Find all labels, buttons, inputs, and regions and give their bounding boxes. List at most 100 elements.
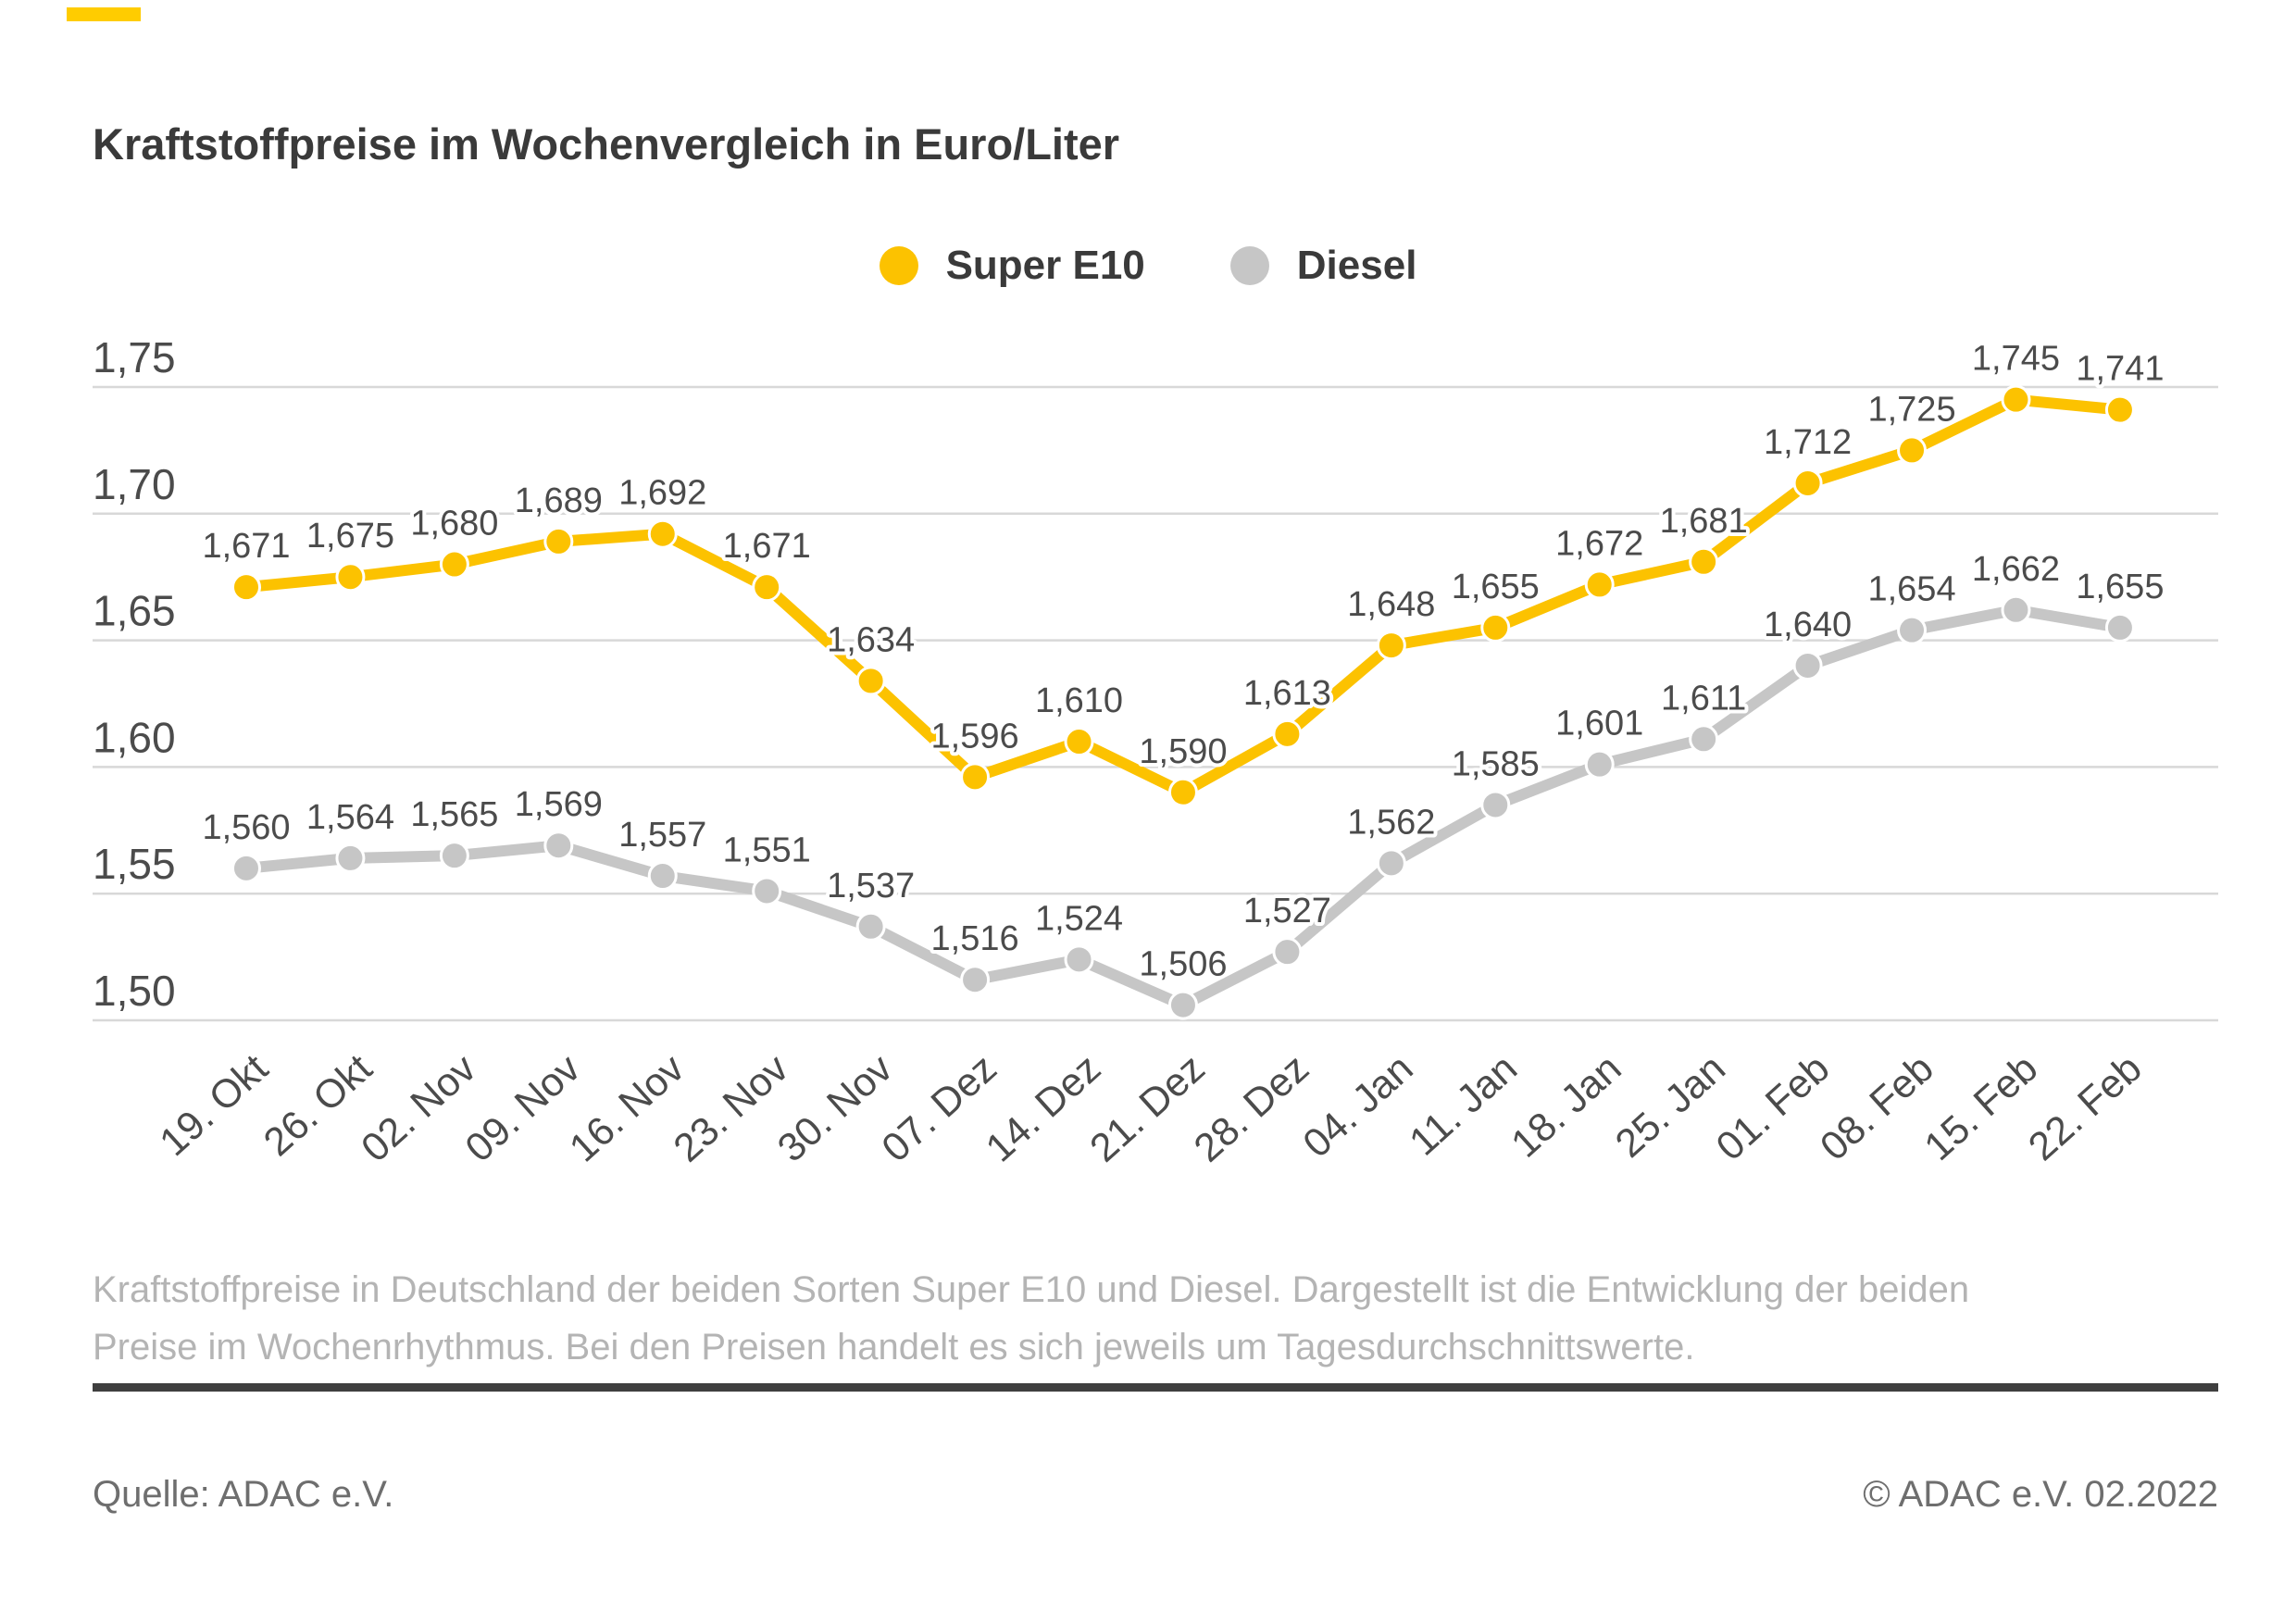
x-tick-label: 09. Nov (457, 1045, 590, 1170)
value-label-super-e10: 1,610 (1035, 681, 1123, 720)
data-point-diesel (231, 853, 261, 883)
series-super-e10 (231, 384, 2135, 807)
value-label-diesel: 1,585 (1452, 744, 1540, 783)
source-text: Quelle: ADAC e.V. (93, 1474, 394, 1515)
x-tick-label: 30. Nov (769, 1045, 902, 1170)
legend-item-diesel: Diesel (1229, 243, 1416, 289)
data-point-super-e10 (1376, 631, 1406, 661)
line-chart-svg: 1,751,701,651,601,551,501,560 1,564 1,565 1… (93, 333, 2218, 1171)
legend-dot-super-e10-icon (879, 246, 918, 285)
value-label-diesel: 1,662 (1972, 550, 2060, 589)
data-point-diesel (1272, 937, 1303, 968)
value-label-diesel: 1,565 (410, 795, 498, 834)
value-label-super-e10: 1,648 (1347, 585, 1435, 624)
x-tick-label: 11. Jan (1401, 1046, 1526, 1165)
data-point-diesel (1792, 650, 1823, 681)
y-tick-label: 1,75 (93, 333, 176, 381)
data-point-diesel (335, 843, 366, 873)
data-point-super-e10 (752, 572, 782, 603)
data-point-diesel (439, 841, 469, 871)
y-tick-label: 1,50 (93, 967, 176, 1015)
copyright-text: © ADAC e.V. 02.2022 (1863, 1474, 2218, 1515)
legend-dot-diesel-icon (1229, 246, 1269, 285)
data-point-super-e10 (335, 562, 366, 593)
adac-yellow-corner-mark (67, 7, 141, 21)
x-tick-label: 18. Jan (1503, 1046, 1629, 1167)
data-point-diesel (1167, 990, 1198, 1020)
x-tick-label: 16. Nov (561, 1045, 693, 1170)
value-label-diesel: 1,611 (1661, 679, 1746, 718)
chart-legend: Super E10 Diesel (0, 243, 2296, 289)
footer-divider (93, 1383, 2218, 1392)
data-point-super-e10 (543, 526, 574, 556)
value-label-super-e10: 1,671 (723, 527, 811, 566)
data-point-diesel (855, 911, 886, 942)
value-label-super-e10: 1,725 (1867, 390, 1955, 429)
chart-description: Kraftstoffpreise in Deutschland der beid… (93, 1269, 1970, 1367)
x-tick-label: 22. Feb (2020, 1046, 2150, 1169)
data-point-super-e10 (1272, 718, 1303, 749)
value-label-super-e10: 1,680 (410, 505, 498, 543)
data-point-diesel (1064, 944, 1094, 975)
value-labels-super-e10: 1,671 1,675 1,680 1,689 1,692 1,671 1,634 1,596… (198, 336, 2167, 775)
value-label-super-e10: 1,655 (1452, 568, 1540, 606)
data-point-diesel (1480, 790, 1511, 820)
data-point-super-e10 (1792, 468, 1823, 498)
data-point-diesel (647, 861, 678, 892)
value-label-super-e10: 1,681 (1660, 502, 1748, 541)
value-label-super-e10: 1,613 (1243, 674, 1331, 713)
data-point-diesel (1376, 848, 1406, 879)
value-label-diesel: 1,655 (2076, 568, 2164, 606)
data-point-super-e10 (1167, 777, 1198, 807)
x-tick-label: 01. Feb (1708, 1046, 1838, 1169)
data-point-super-e10 (1897, 435, 1928, 466)
footer-source-row: Quelle: ADAC e.V. © ADAC e.V. 02.2022 (93, 1474, 2218, 1516)
value-label-diesel: 1,569 (515, 785, 603, 824)
value-label-diesel: 1,564 (306, 798, 394, 837)
value-label-super-e10: 1,634 (827, 620, 915, 659)
x-tick-label: 14. Dez (978, 1046, 1109, 1171)
data-point-diesel (752, 876, 782, 906)
data-point-super-e10 (855, 666, 886, 696)
x-tick-label: 23. Nov (666, 1045, 798, 1170)
value-label-super-e10: 1,671 (202, 527, 290, 566)
value-label-diesel: 1,537 (827, 867, 915, 905)
page-title: Kraftstoffpreise im Wochenvergleich in E… (93, 119, 1120, 169)
y-axis-labels: 1,75 1,70 1,65 1,60 1,55 1,50 (93, 333, 176, 1015)
x-tick-label: 07. Dez (874, 1046, 1005, 1171)
x-tick-label: 02. Nov (353, 1045, 485, 1170)
value-label-diesel: 1,601 (1555, 705, 1643, 743)
value-label-super-e10: 1,741 (2076, 350, 2164, 389)
value-label-diesel: 1,557 (618, 816, 706, 855)
data-point-super-e10 (1480, 612, 1511, 643)
x-tick-label: 08. Feb (1812, 1046, 1941, 1169)
value-label-super-e10: 1,590 (1139, 732, 1227, 771)
x-tick-label: 04. Jan (1295, 1046, 1422, 1167)
data-point-super-e10 (2001, 384, 2031, 415)
data-point-diesel (543, 830, 574, 861)
value-label-super-e10: 1,596 (931, 717, 1019, 756)
data-point-super-e10 (231, 572, 261, 603)
value-label-super-e10: 1,712 (1764, 423, 1852, 462)
value-label-super-e10: 1,689 (515, 481, 603, 520)
x-tick-label: 15. Feb (1916, 1046, 2046, 1169)
data-point-diesel (1897, 615, 1928, 645)
data-point-super-e10 (647, 518, 678, 549)
x-tick-label: 21. Dez (1081, 1046, 1213, 1171)
y-tick-label: 1,65 (93, 587, 176, 635)
value-label-diesel: 1,516 (931, 919, 1019, 958)
value-label-super-e10: 1,745 (1972, 340, 2060, 379)
value-label-diesel: 1,640 (1764, 606, 1852, 644)
x-tick-label: 28. Dez (1186, 1046, 1317, 1171)
gridlines (93, 385, 2218, 1022)
value-label-diesel: 1,654 (1867, 570, 1955, 609)
data-point-super-e10 (1689, 546, 1719, 577)
data-point-diesel (960, 965, 991, 995)
data-point-super-e10 (439, 549, 469, 580)
data-point-super-e10 (1064, 727, 1094, 757)
data-point-super-e10 (960, 762, 991, 793)
legend-item-super-e10: Super E10 (879, 243, 1145, 289)
value-label-super-e10: 1,692 (618, 474, 706, 513)
x-tick-label: 19. Okt (152, 1046, 277, 1165)
